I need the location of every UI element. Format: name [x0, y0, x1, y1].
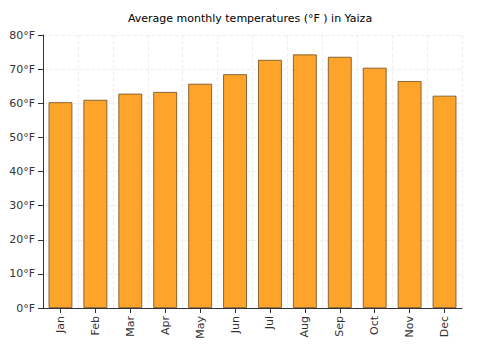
svg-text:Jun: Jun [229, 316, 242, 334]
svg-text:10°F: 10°F [9, 267, 35, 280]
svg-text:40°F: 40°F [9, 165, 35, 178]
svg-text:20°F: 20°F [9, 233, 35, 246]
svg-text:Aug: Aug [298, 316, 311, 337]
svg-text:30°F: 30°F [9, 199, 35, 212]
svg-text:60°F: 60°F [9, 97, 35, 110]
svg-text:Dec: Dec [438, 316, 451, 337]
svg-text:Oct: Oct [368, 315, 381, 335]
svg-text:Average monthly temperatures (: Average monthly temperatures (°F ) in Ya… [128, 12, 372, 25]
svg-text:80°F: 80°F [9, 29, 35, 42]
svg-text:70°F: 70°F [9, 63, 35, 76]
svg-text:Sep: Sep [333, 316, 346, 337]
svg-text:0°F: 0°F [16, 302, 35, 315]
svg-text:Jul: Jul [263, 316, 276, 330]
svg-text:Apr: Apr [159, 316, 172, 336]
svg-text:Jan: Jan [54, 316, 67, 334]
svg-text:50°F: 50°F [9, 131, 35, 144]
svg-text:May: May [194, 316, 207, 339]
svg-text:Feb: Feb [89, 316, 102, 335]
svg-text:Mar: Mar [124, 316, 137, 337]
svg-text:Nov: Nov [403, 316, 416, 338]
